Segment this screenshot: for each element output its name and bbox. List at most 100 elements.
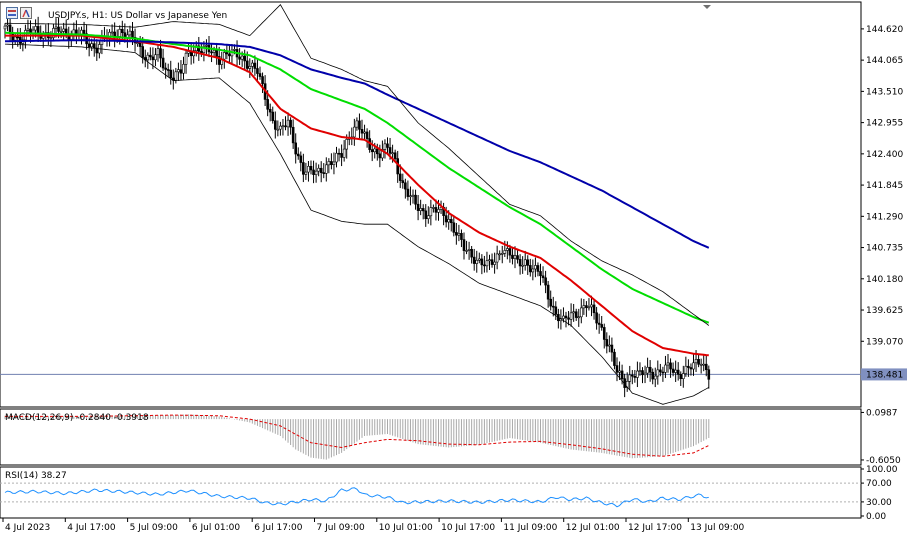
- candle-body: [363, 131, 366, 134]
- candle-body: [174, 71, 178, 81]
- price-tick-label: 143.510: [866, 87, 903, 97]
- candle-body: [574, 311, 578, 318]
- candle-body: [485, 260, 489, 267]
- candle-body: [11, 33, 14, 41]
- candle-body: [615, 365, 619, 373]
- candle-body: [437, 209, 440, 213]
- candle-body: [110, 31, 114, 34]
- candle-body: [467, 249, 471, 251]
- price-tick-label: 142.955: [866, 119, 903, 129]
- main-plot: [0, 4, 861, 405]
- candle-body: [258, 73, 262, 77]
- candle-body: [151, 56, 155, 61]
- candle-body: [692, 362, 695, 370]
- candle-body: [702, 363, 706, 366]
- candle-body: [192, 50, 195, 57]
- candle-body: [330, 161, 333, 166]
- candle-body: [597, 322, 601, 325]
- candle-body: [472, 256, 476, 264]
- candle-body: [256, 68, 259, 74]
- candle-body: [317, 167, 320, 172]
- candle-body: [452, 222, 456, 233]
- candle-body: [159, 48, 162, 59]
- candle-body: [602, 327, 606, 340]
- candle-body: [521, 264, 524, 267]
- rsi-line: [4, 487, 709, 508]
- price-tick-label: 144.620: [866, 25, 903, 35]
- candle-body: [470, 249, 473, 258]
- candle-body: [516, 255, 519, 260]
- candle-body: [536, 265, 540, 272]
- candle-body: [669, 362, 672, 370]
- candle-body: [90, 43, 93, 48]
- time-tick-label: 7 Jul 09:00: [317, 523, 366, 533]
- candle-body: [659, 369, 662, 373]
- candle-body: [82, 29, 86, 35]
- candle-body: [251, 62, 254, 67]
- candle-body: [253, 62, 257, 69]
- candle-body: [131, 30, 134, 38]
- time-tick-label: 4 Jul 17:00: [67, 523, 116, 533]
- candle-body: [411, 194, 415, 197]
- candle-body: [54, 26, 58, 29]
- time-tick-label: 12 Jul 17:00: [628, 523, 682, 533]
- price-tick-label: 139.625: [866, 306, 903, 316]
- candle-body: [414, 194, 417, 205]
- candle-body: [57, 26, 60, 32]
- candle-body: [651, 371, 655, 380]
- candle-body: [462, 239, 466, 251]
- candle-body: [391, 152, 394, 155]
- candle-body: [432, 207, 435, 209]
- candle-body: [217, 56, 221, 65]
- candle-body: [498, 253, 502, 256]
- shift-marker-icon[interactable]: [703, 5, 711, 9]
- axis-labels: 144.620 144.065 143.510 142.955 142.400 141.8…: [2, 25, 907, 533]
- candle-body: [215, 49, 218, 57]
- macd-plot: [4, 414, 710, 460]
- ma-slow-line: [4, 39, 710, 249]
- candle-body: [429, 207, 433, 217]
- candle-body: [396, 158, 400, 175]
- time-tick-label: 5 Jul 09:00: [130, 523, 179, 533]
- candle-body: [370, 149, 374, 153]
- candle-body: [610, 344, 614, 353]
- candle-body: [656, 369, 660, 377]
- candle-body: [406, 188, 410, 197]
- rsi-title: RSI(14) 38.27: [5, 471, 67, 481]
- candle-body: [197, 45, 201, 52]
- candle-body: [291, 126, 295, 144]
- candle-body: [355, 120, 359, 128]
- candle-body: [638, 370, 642, 372]
- price-tick-label: 142.400: [866, 150, 903, 160]
- candle-body: [562, 315, 565, 319]
- candle-body: [296, 153, 300, 157]
- candle-body: [564, 315, 568, 319]
- candle-body: [202, 45, 206, 54]
- bollinger-lower-line: [4, 43, 709, 405]
- candle-body: [166, 69, 170, 71]
- candle-body: [528, 265, 532, 273]
- candle-body: [687, 365, 690, 368]
- time-tick-label: 6 Jul 01:00: [192, 523, 241, 533]
- candle-body: [353, 126, 356, 138]
- candle-body: [87, 43, 91, 48]
- candle-body: [225, 52, 229, 55]
- candle-body: [404, 182, 407, 190]
- candle-body: [444, 215, 448, 223]
- candle-body: [590, 304, 593, 308]
- candle-body: [508, 248, 512, 256]
- price-tick-label: 144.065: [866, 56, 903, 66]
- candle-body: [483, 264, 486, 267]
- candle-body: [184, 52, 188, 65]
- candle-body: [223, 52, 226, 60]
- candle-body: [375, 148, 379, 155]
- candle-body: [546, 284, 550, 300]
- candle-body: [340, 153, 343, 158]
- candle-body: [643, 372, 647, 376]
- candle-body: [661, 371, 665, 374]
- rsi-tick-label: 70.00: [866, 479, 892, 489]
- candle-body: [544, 277, 547, 286]
- candle-body: [518, 259, 522, 267]
